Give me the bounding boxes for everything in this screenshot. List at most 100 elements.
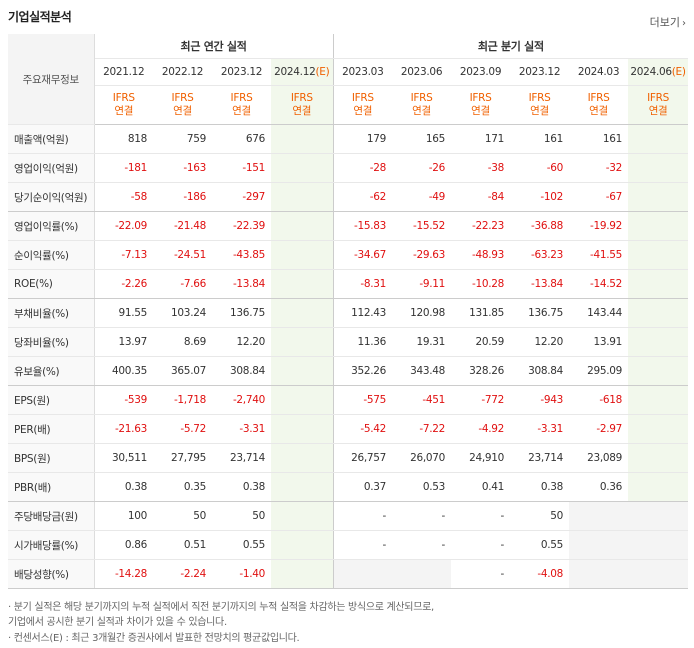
value-cell: -2.26 [94, 269, 153, 299]
value-cell: - [332, 530, 393, 560]
value-cell [271, 443, 334, 473]
row-label: 유보율(%) [8, 356, 95, 386]
row-label: 배당성향(%) [8, 559, 95, 589]
value-cell: 295.09 [569, 356, 629, 386]
value-cell: -1.40 [212, 559, 271, 589]
value-cell: 20.59 [451, 327, 511, 357]
period-header: 2022.12 [153, 58, 212, 86]
period-header: 2021.12 [94, 58, 153, 86]
value-cell [271, 211, 334, 241]
value-cell: 12.20 [212, 327, 271, 357]
period-header: 2023.06 [392, 58, 452, 86]
value-cell: 26,757 [332, 443, 393, 473]
value-cell: -10.28 [451, 269, 511, 299]
value-cell [628, 414, 689, 444]
value-cell: -14.28 [94, 559, 153, 589]
value-cell [628, 327, 689, 357]
value-cell: 27,795 [153, 443, 212, 473]
value-cell: -41.55 [569, 240, 629, 270]
value-cell [271, 182, 334, 212]
table-row: 유보율(%) 400.35 365.07 308.84 352.26 343.48 328.… [8, 356, 689, 386]
value-cell: -29.63 [392, 240, 452, 270]
corner-header: 주요재무정보 [8, 34, 95, 125]
estimate-mark: (E) [671, 66, 686, 78]
value-cell: 0.51 [153, 530, 212, 560]
ifrs-header: IFRS 연결 [332, 85, 393, 125]
value-cell: -3.31 [510, 414, 570, 444]
value-cell: -772 [451, 385, 511, 415]
value-cell [271, 414, 334, 444]
value-cell: 179 [332, 124, 393, 154]
value-cell: -49 [392, 182, 452, 212]
value-cell: 0.35 [153, 472, 212, 502]
value-cell: -43.85 [212, 240, 271, 270]
value-cell: -21.48 [153, 211, 212, 241]
value-cell [271, 153, 334, 183]
value-cell: -15.83 [332, 211, 393, 241]
value-cell [271, 298, 334, 328]
row-label: 영업이익률(%) [8, 211, 95, 241]
value-cell: 0.38 [510, 472, 570, 502]
value-cell: -5.42 [332, 414, 393, 444]
value-cell: -58 [94, 182, 153, 212]
value-cell [628, 298, 689, 328]
value-cell: 23,714 [510, 443, 570, 473]
ifrs-header: IFRS 연결 [94, 85, 153, 125]
ifrs-header: IFRS 연결 [628, 85, 689, 125]
value-cell [569, 559, 629, 589]
value-cell: -24.51 [153, 240, 212, 270]
period-header: 2024.03 [569, 58, 629, 86]
ifrs-header: IFRS 연결 [392, 85, 452, 125]
value-cell: 11.36 [332, 327, 393, 357]
value-cell: 112.43 [332, 298, 393, 328]
table-row: 주당배당금(원) 100 50 50- - -50 [8, 501, 689, 531]
value-cell [628, 501, 689, 531]
value-cell: 161 [510, 124, 570, 154]
value-cell: 19.31 [392, 327, 452, 357]
value-cell: 365.07 [153, 356, 212, 386]
value-cell: -618 [569, 385, 629, 415]
value-cell: -26 [392, 153, 452, 183]
row-label: ROE(%) [8, 269, 95, 299]
value-cell [271, 472, 334, 502]
value-cell: -32 [569, 153, 629, 183]
financial-table: 주요재무정보 최근 연간 실적 최근 분기 실적 2021.12 2022.12 2… [8, 34, 689, 589]
period-header: 2023.12 [212, 58, 271, 86]
period-header: 2023.12 [510, 58, 570, 86]
value-cell: 328.26 [451, 356, 511, 386]
value-cell [628, 530, 689, 560]
value-cell: -2,740 [212, 385, 271, 415]
value-cell: 131.85 [451, 298, 511, 328]
row-label: EPS(원) [8, 385, 95, 415]
value-cell: -297 [212, 182, 271, 212]
value-cell: 23,089 [569, 443, 629, 473]
table-row: 순이익률(%) -7.13 -24.51 -43.85 -34.67 -29.63 -48.… [8, 240, 689, 270]
value-cell [628, 356, 689, 386]
value-cell: -2.24 [153, 559, 212, 589]
value-cell: 0.55 [212, 530, 271, 560]
value-cell: -151 [212, 153, 271, 183]
footnote: 기업에서 공시한 분기 실적과 차이가 있을 수 있습니다. [8, 617, 227, 628]
value-cell: -13.84 [212, 269, 271, 299]
chevron-right-icon: › [682, 18, 686, 29]
value-cell: -28 [332, 153, 393, 183]
row-label: 영업이익(억원) [8, 153, 95, 183]
table-row: PER(배) -21.63 -5.72 -3.31 -5.42 -7.22 -4.92 -3.… [8, 414, 689, 444]
value-cell: - [451, 559, 511, 589]
table-row: 영업이익률(%) -22.09 -21.48 -22.39 -15.83 -15.52 -2… [8, 211, 689, 241]
value-cell: 12.20 [510, 327, 570, 357]
value-cell: -48.93 [451, 240, 511, 270]
value-cell: -7.13 [94, 240, 153, 270]
table-row: 영업이익(억원) -181 -163 -151 -28 -26 -38 -60 -32 [8, 153, 689, 183]
value-cell [628, 385, 689, 415]
value-cell: 30,511 [94, 443, 153, 473]
value-cell: - [392, 530, 452, 560]
more-link[interactable]: 더보기 › [650, 14, 686, 30]
value-cell: -67 [569, 182, 629, 212]
value-cell: -4.92 [451, 414, 511, 444]
ifrs-header: IFRS 연결 [510, 85, 570, 125]
row-label: 순이익률(%) [8, 240, 95, 270]
row-label: 주당배당금(원) [8, 501, 95, 531]
value-cell: -9.11 [392, 269, 452, 299]
value-cell: 143.44 [569, 298, 629, 328]
